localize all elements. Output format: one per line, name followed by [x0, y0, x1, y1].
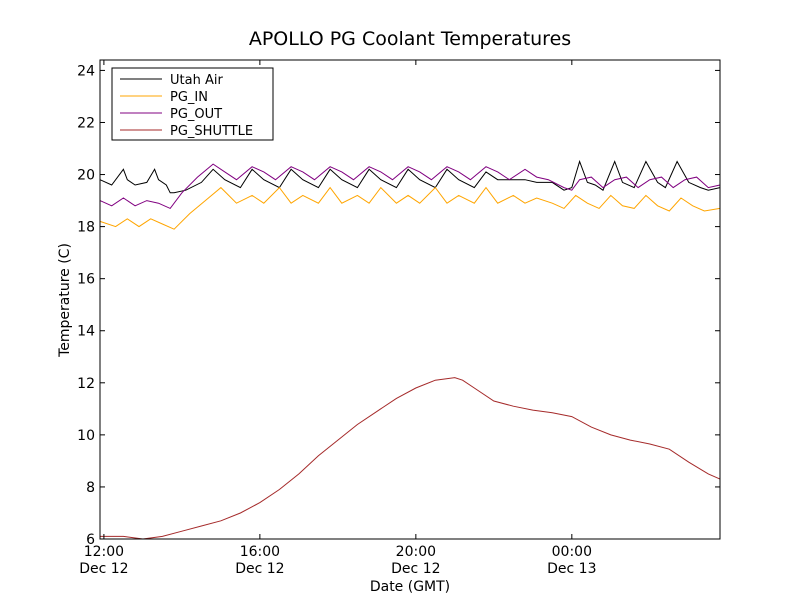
series-layer: [99, 159, 721, 540]
plot-area-frame: [99, 59, 721, 540]
y-tick-label: 20: [77, 168, 95, 184]
legend-label-pg-in: PG_IN: [170, 90, 208, 105]
x-tick-date-label: Dec 12: [391, 561, 440, 577]
y-tick-label: 10: [77, 428, 95, 444]
legend-frame: [111, 67, 274, 141]
x-axis-label: Date (GMT): [370, 579, 450, 595]
y-tick-label: 24: [77, 63, 95, 79]
series-line-pg-out: [99, 163, 721, 210]
y-tick-label: 8: [86, 480, 95, 496]
series-line-pg-in: [99, 186, 721, 230]
y-tick-label: 14: [77, 324, 95, 340]
legend-label-pg-out: PG_OUT: [170, 107, 222, 122]
legend-label-pg-shuttle: PG_SHUTTLE: [170, 124, 253, 139]
y-tick-label: 18: [77, 220, 95, 236]
x-tick-time-label: 12:00: [84, 544, 124, 560]
legend-label-utah-air: Utah Air: [170, 73, 223, 88]
legend: Utah Air PG_IN PG_OUT PG_SHUTTLE: [111, 67, 274, 141]
x-tick-date-label: Dec 12: [235, 561, 284, 577]
x-tick-time-label: 00:00: [552, 544, 592, 560]
series-line-pg-shuttle: [100, 377, 721, 540]
y-tick-label: 22: [77, 115, 95, 131]
y-tick-label: 6: [86, 532, 95, 548]
chart-title: APOLLO PG Coolant Temperatures: [249, 28, 571, 50]
x-tick-time-label: 16:00: [240, 544, 280, 560]
x-tick-time-label: 20:00: [396, 544, 436, 560]
x-tick-date-label: Dec 13: [547, 561, 596, 577]
series-line-utah-air: [99, 159, 721, 194]
y-tick-label: 12: [77, 376, 95, 392]
y-tick-label: 16: [77, 272, 95, 288]
x-tick-date-label: Dec 12: [79, 561, 128, 577]
y-axis-label: Temperature (C): [57, 243, 73, 358]
